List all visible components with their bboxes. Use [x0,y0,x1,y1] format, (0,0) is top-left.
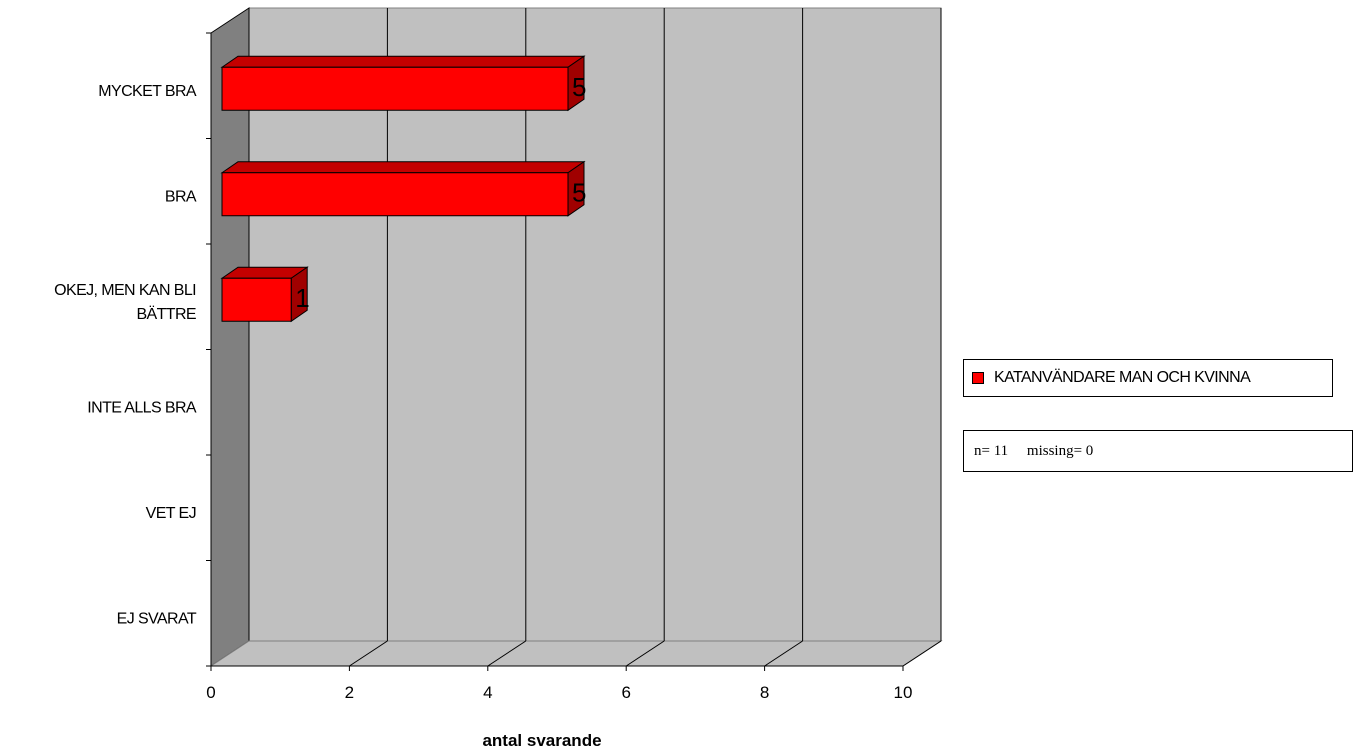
floor-gridline [487,640,527,667]
bar-front [221,277,292,322]
data-label: 5 [572,177,586,207]
bar [220,266,309,323]
category-label: MYCKET BRA [98,83,197,100]
bar-front [221,66,569,111]
x-tick-label: 4 [483,683,492,702]
category-label: INTE ALLS BRA [87,399,197,416]
sample-size-note: n= 11 missing= 0 [963,430,1353,472]
legend: KATANVÄNDARE MAN OCH KVINNA [963,359,1333,397]
bar [220,55,586,112]
floor [209,640,943,667]
x-tick-label: 0 [206,683,215,702]
x-tick-label: 2 [345,683,354,702]
bar [220,160,586,217]
category-label: OKEJ, MEN KAN BLI [54,282,196,299]
category-label: EJ SVARAT [117,610,197,627]
legend-label: KATANVÄNDARE MAN OCH KVINNA [994,369,1251,386]
category-label: BÄTTRE [136,305,196,323]
bar-top [220,161,586,174]
x-tick-label: 10 [894,683,913,702]
data-label: 5 [572,72,586,102]
x-tick-label: 8 [760,683,769,702]
floor-gridline [625,640,665,667]
sample-size-text: n= 11 missing= 0 [974,442,1094,459]
floor-gridline [902,640,942,667]
floor-gridline [349,640,388,667]
x-tick-label: 6 [621,683,630,702]
bar-top [220,55,586,68]
floor-gridline [764,640,803,667]
category-label: VET EJ [146,505,196,522]
legend-swatch [972,372,984,384]
bar-front [221,172,569,217]
x-axis-title: antal svarande [482,731,601,750]
category-label: BRA [165,188,197,205]
data-label: 1 [295,283,309,313]
